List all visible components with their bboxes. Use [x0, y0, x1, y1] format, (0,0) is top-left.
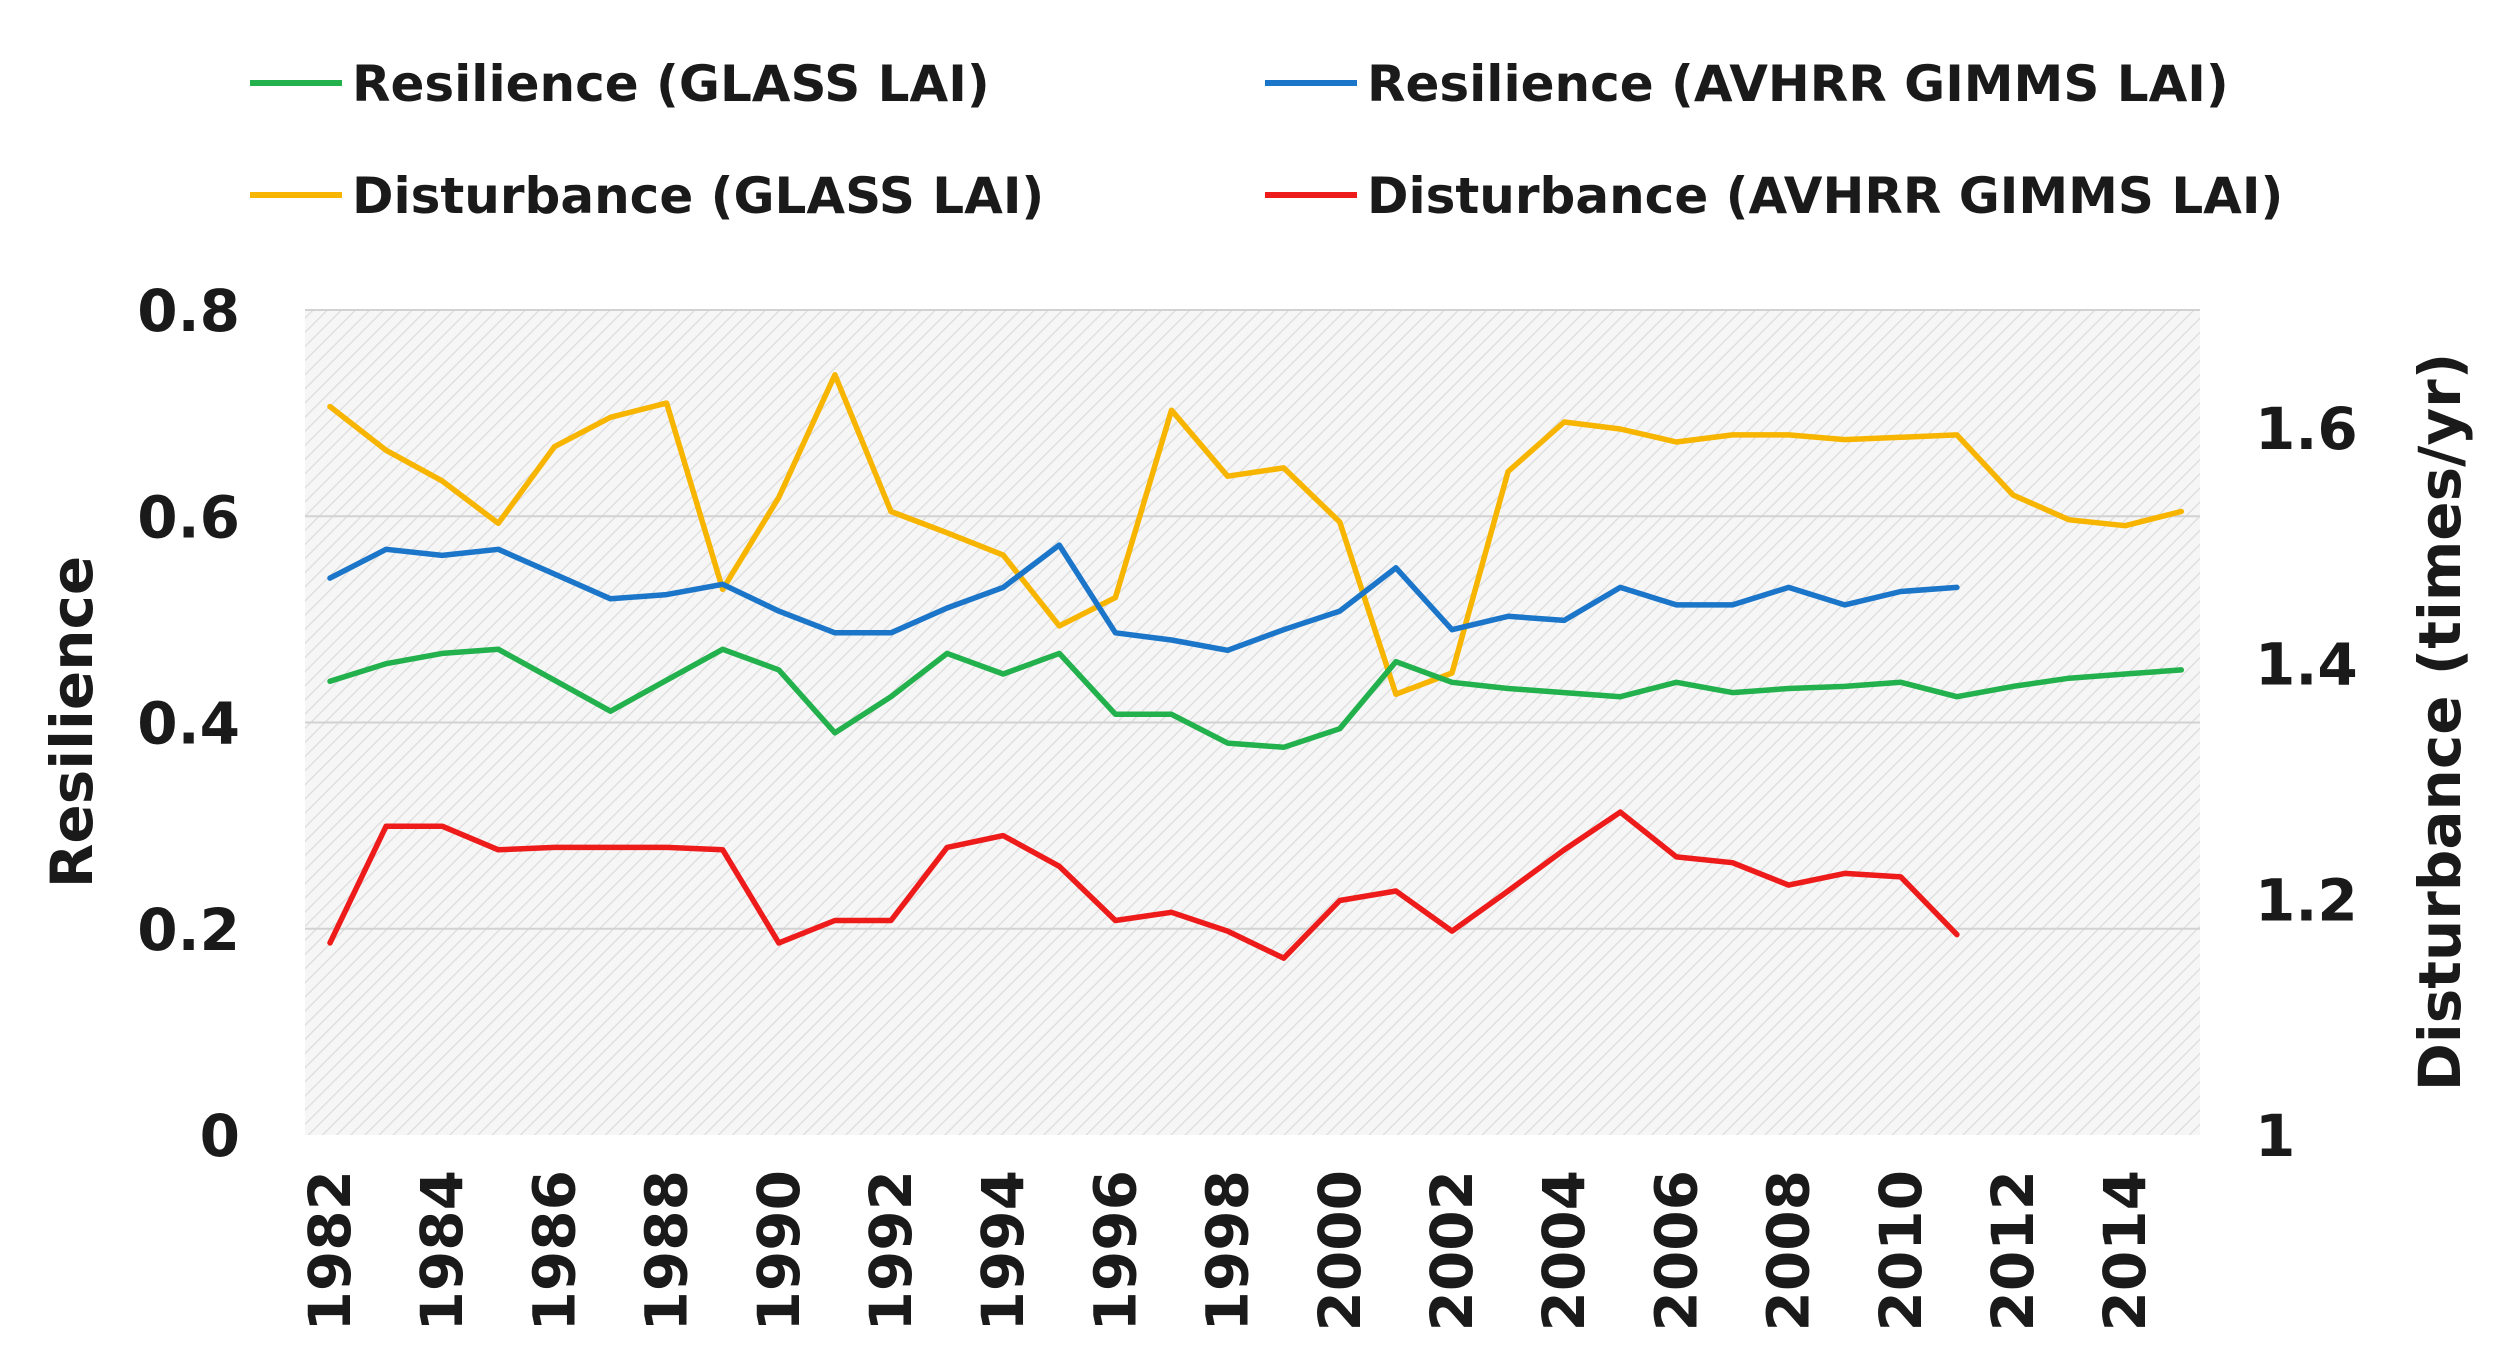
series-line-disturbance-glass-lai: [327, 372, 2185, 697]
x-tick-label: 2010: [1867, 1170, 1935, 1331]
legend: Resilience (GLASS LAI) Resilience (AVHRR…: [250, 55, 2283, 225]
legend-label-resilience-glass: Resilience (GLASS LAI): [352, 55, 990, 113]
y-right-tick-label: 1: [2255, 1102, 2295, 1170]
x-tick-label: 1996: [1081, 1170, 1149, 1331]
legend-item-resilience-avhrr: Resilience (AVHRR GIMMS LAI): [1265, 55, 2229, 113]
x-tick-label: 2004: [1530, 1170, 1598, 1331]
series-layer: [327, 372, 2185, 961]
y-left-tick-label: 0.8: [137, 277, 240, 345]
legend-label-disturbance-avhrr: Disturbance (AVHRR GIMMS LAI): [1367, 167, 2283, 225]
legend-item-disturbance-glass: Disturbance (GLASS LAI): [250, 167, 1044, 225]
series-line-disturbance-avhrr-gimms-lai: [327, 809, 1960, 961]
x-tick-label: 2012: [1979, 1170, 2047, 1331]
y-left-tick-label: 0.4: [137, 690, 240, 758]
series-line-resilience-glass-lai: [327, 646, 2185, 751]
x-tick-label: 1994: [969, 1170, 1037, 1331]
x-tick-label: 1990: [745, 1170, 813, 1331]
series-line-resilience-avhrr-gimms-lai: [327, 542, 1960, 654]
x-tick-label: 1986: [520, 1170, 588, 1331]
x-tick-label: 1998: [1194, 1170, 1262, 1331]
legend-item-resilience-glass: Resilience (GLASS LAI): [250, 55, 990, 113]
legend-label-disturbance-glass: Disturbance (GLASS LAI): [352, 167, 1044, 225]
legend-item-disturbance-avhrr: Disturbance (AVHRR GIMMS LAI): [1265, 167, 2283, 225]
y-right-tick-label: 1.4: [2255, 631, 2358, 699]
legend-label-resilience-avhrr: Resilience (AVHRR GIMMS LAI): [1367, 55, 2229, 113]
x-tick-label: 2006: [1642, 1170, 1710, 1331]
y-axis-left: 0 0.2 0.4 0.6 0.8: [137, 277, 240, 1170]
x-tick-label: 1988: [633, 1170, 701, 1331]
y-axis-right-title: Disturbance (times/yr): [2406, 353, 2474, 1092]
x-tick-label: 2014: [2091, 1170, 2159, 1331]
y-left-tick-label: 0: [200, 1102, 240, 1170]
gridlines: [305, 309, 2200, 930]
x-tick-label: 1984: [408, 1170, 476, 1331]
x-tick-label: 1992: [857, 1170, 925, 1331]
y-left-tick-label: 0.2: [137, 896, 240, 964]
y-axis-left-title: Resilience: [38, 556, 106, 889]
x-axis: 1982 1984 1986 1988 1990 1992 1994 1996 1998 2000…: [296, 1170, 2159, 1331]
y-right-tick-label: 1.6: [2255, 395, 2358, 463]
y-right-tick-label: 1.2: [2255, 866, 2358, 934]
x-tick-label: 2002: [1418, 1170, 1486, 1331]
x-tick-label: 2008: [1755, 1170, 1823, 1331]
x-tick-label: 1982: [296, 1170, 364, 1331]
x-tick-label: 2000: [1306, 1170, 1374, 1331]
y-axis-right: 1 1.2 1.4 1.6: [2255, 395, 2358, 1170]
y-left-tick-label: 0.6: [137, 483, 240, 551]
